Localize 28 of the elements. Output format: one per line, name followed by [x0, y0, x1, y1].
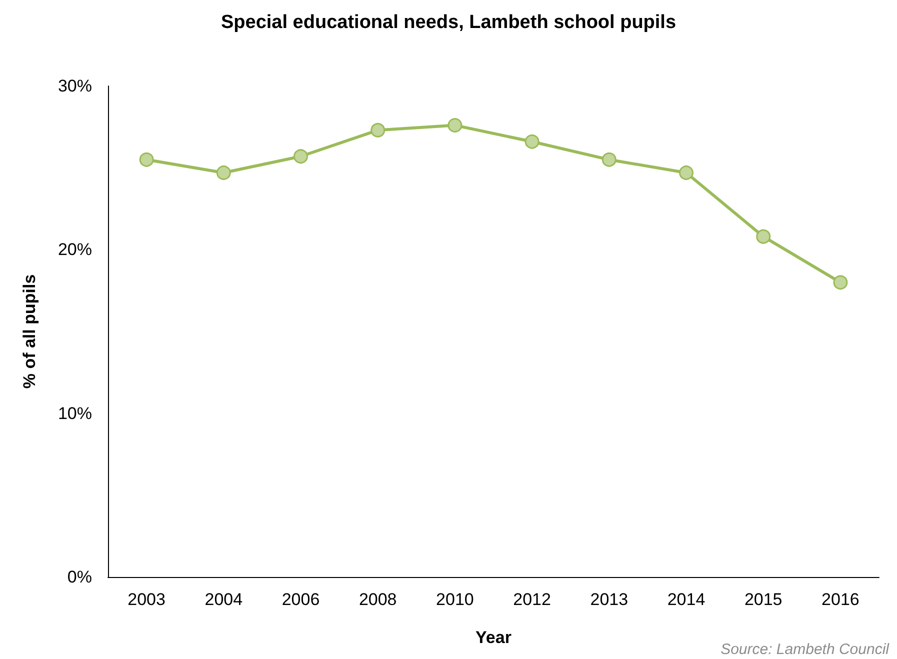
x-tick-label: 2004 [204, 590, 243, 609]
x-tick-label: 2010 [436, 590, 474, 609]
y-tick-label: 0% [67, 568, 92, 586]
y-tick-label: 10% [58, 404, 92, 423]
chart-title: Special educational needs, Lambeth school pupils [220, 12, 676, 33]
point [602, 152, 616, 167]
x-tick-label: 2013 [590, 590, 628, 609]
source-note: Source: Lambeth Council [720, 641, 890, 658]
point [833, 275, 848, 290]
x-axis-title: Year [476, 628, 512, 647]
x-tick-label: 2006 [282, 590, 320, 609]
x-tick-label: 2003 [128, 590, 166, 609]
x-tick-label: 2015 [744, 590, 782, 609]
point [216, 165, 231, 180]
point [679, 165, 694, 180]
x-tick-label: 2012 [513, 590, 551, 609]
point [370, 122, 386, 138]
x-tick-label: 2014 [667, 590, 706, 609]
point [448, 118, 462, 133]
y-tick-label: 20% [58, 240, 92, 260]
point [294, 149, 308, 164]
point [524, 134, 540, 149]
x-tick-label: 2016 [822, 590, 860, 609]
point [139, 152, 154, 167]
x-tick-label: 2008 [358, 590, 397, 609]
y-tick-label: 30% [58, 76, 92, 96]
y-axis-title: % of all pupils [20, 274, 39, 389]
point [756, 229, 771, 244]
